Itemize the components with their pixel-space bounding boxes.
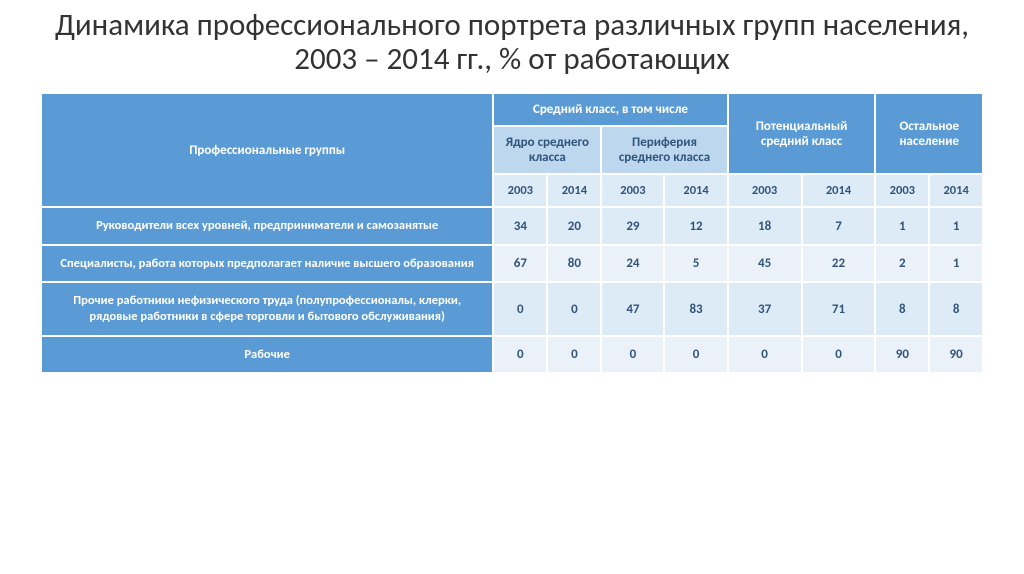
data-cell: 45 [728, 245, 802, 283]
data-cell: 34 [493, 207, 547, 245]
header-middle-class: Средний класс, в том числе [493, 93, 727, 126]
data-cell: 20 [547, 207, 601, 245]
table-row: Рабочие0000009090 [41, 336, 983, 374]
header-periphery: Периферия среднего класса [601, 126, 727, 174]
header-core: Ядро среднего класса [493, 126, 601, 174]
header-rest: Остальное население [875, 93, 983, 174]
data-cell: 0 [547, 282, 601, 335]
year-2003: 2003 [728, 174, 802, 207]
table-row: Прочие работники нефизического труда (по… [41, 282, 983, 335]
data-cell: 0 [547, 336, 601, 374]
data-cell: 37 [728, 282, 802, 335]
data-cell: 83 [664, 282, 727, 335]
data-cell: 2 [875, 245, 929, 283]
year-2003: 2003 [493, 174, 547, 207]
year-2014: 2014 [664, 174, 727, 207]
data-cell: 1 [929, 245, 983, 283]
data-cell: 80 [547, 245, 601, 283]
data-cell: 1 [929, 207, 983, 245]
row-label: Специалисты, работа которых предполагает… [41, 245, 493, 283]
table-row: Руководители всех уровней, предпринимате… [41, 207, 983, 245]
year-2014: 2014 [547, 174, 601, 207]
table-row: Специалисты, работа которых предполагает… [41, 245, 983, 283]
page-title: Динамика профессионального портрета разл… [40, 8, 984, 76]
data-cell: 0 [601, 336, 664, 374]
header-potential: Потенциальный средний класс [728, 93, 876, 174]
year-2003: 2003 [601, 174, 664, 207]
data-cell: 47 [601, 282, 664, 335]
data-cell: 71 [802, 282, 876, 335]
data-table: Профессиональные группы Средний класс, в… [40, 92, 984, 374]
data-cell: 0 [493, 282, 547, 335]
data-cell: 0 [664, 336, 727, 374]
row-label: Руководители всех уровней, предпринимате… [41, 207, 493, 245]
data-cell: 0 [493, 336, 547, 374]
row-label: Прочие работники нефизического труда (по… [41, 282, 493, 335]
data-cell: 29 [601, 207, 664, 245]
row-label: Рабочие [41, 336, 493, 374]
data-cell: 7 [802, 207, 876, 245]
data-cell: 24 [601, 245, 664, 283]
data-cell: 22 [802, 245, 876, 283]
data-cell: 8 [929, 282, 983, 335]
year-2014: 2014 [929, 174, 983, 207]
data-cell: 0 [728, 336, 802, 374]
data-cell: 18 [728, 207, 802, 245]
year-2014: 2014 [802, 174, 876, 207]
data-cell: 67 [493, 245, 547, 283]
header-groups: Профессиональные группы [41, 93, 493, 207]
data-cell: 1 [875, 207, 929, 245]
data-cell: 90 [875, 336, 929, 374]
data-cell: 90 [929, 336, 983, 374]
data-cell: 12 [664, 207, 727, 245]
data-cell: 5 [664, 245, 727, 283]
data-cell: 8 [875, 282, 929, 335]
data-cell: 0 [802, 336, 876, 374]
year-2003: 2003 [875, 174, 929, 207]
